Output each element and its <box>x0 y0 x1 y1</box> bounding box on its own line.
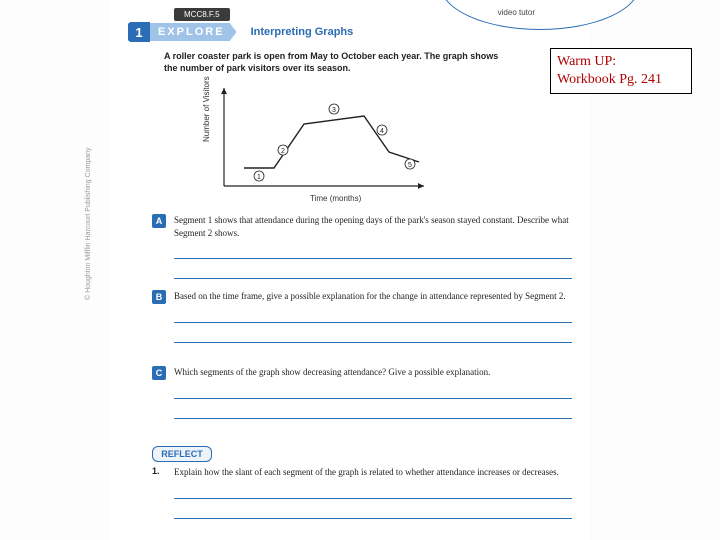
question-c: C Which segments of the graph show decre… <box>152 366 572 419</box>
answer-line[interactable] <box>174 327 572 343</box>
reflect-number: 1. <box>152 466 160 476</box>
answer-line[interactable] <box>174 243 572 259</box>
svg-text:2: 2 <box>281 148 285 155</box>
warmup-line1: Warm UP: <box>557 53 685 71</box>
answer-line[interactable] <box>174 403 572 419</box>
question-a: A Segment 1 shows that attendance during… <box>152 214 572 279</box>
svg-text:4: 4 <box>380 128 384 135</box>
explore-header: 1 EXPLORE Interpreting Graphs <box>128 22 568 42</box>
explore-number: 1 <box>128 22 150 42</box>
question-text-b: Based on the time frame, give a possible… <box>174 290 572 303</box>
explore-label: EXPLORE <box>150 23 237 41</box>
workbook-page: video tutor MCC8.F.5 1 EXPLORE Interpret… <box>110 0 590 540</box>
answer-line[interactable] <box>174 483 572 499</box>
question-letter-c: C <box>152 366 166 380</box>
x-axis-label: Time (months) <box>310 194 361 203</box>
svg-text:1: 1 <box>257 174 261 181</box>
question-letter-b: B <box>152 290 166 304</box>
copyright-text: © Houghton Mifflin Harcourt Publishing C… <box>85 148 92 301</box>
video-tutor-label: video tutor <box>498 8 535 17</box>
svg-text:3: 3 <box>332 107 336 114</box>
warmup-line2: Workbook Pg. 241 <box>557 71 685 89</box>
visitor-graph: Number of Visitors 12345 Time (months) <box>210 82 460 202</box>
answer-line[interactable] <box>174 307 572 323</box>
reflect-question: 1. Explain how the slant of each segment… <box>152 466 572 519</box>
y-axis-label: Number of Visitors <box>202 76 211 142</box>
answer-line[interactable] <box>174 383 572 399</box>
explore-title: Interpreting Graphs <box>251 26 354 38</box>
svg-text:5: 5 <box>408 162 412 169</box>
question-text-c: Which segments of the graph show decreas… <box>174 366 572 379</box>
graph-svg: 1 2 3 4 5 <box>210 82 440 192</box>
standard-tab: MCC8.F.5 <box>174 8 230 21</box>
warmup-callout: Warm UP: Workbook Pg. 241 <box>550 48 692 94</box>
reflect-tab: REFLECT <box>152 446 212 462</box>
intro-text: A roller coaster park is open from May t… <box>164 50 514 74</box>
answer-line[interactable] <box>174 263 572 279</box>
question-text-a: Segment 1 shows that attendance during t… <box>174 214 572 239</box>
question-b: B Based on the time frame, give a possib… <box>152 290 572 343</box>
answer-line[interactable] <box>174 503 572 519</box>
reflect-text: Explain how the slant of each segment of… <box>174 466 572 479</box>
question-letter-a: A <box>152 214 166 228</box>
